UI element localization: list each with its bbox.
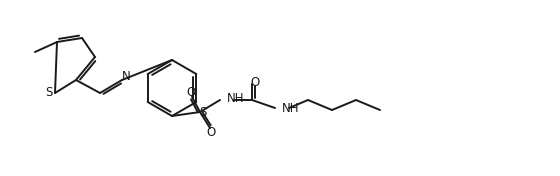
Text: NH: NH	[282, 102, 300, 115]
Text: O: O	[186, 86, 195, 99]
Text: S: S	[199, 105, 207, 118]
Text: S: S	[45, 86, 53, 99]
Text: N: N	[122, 71, 130, 83]
Text: O: O	[207, 125, 216, 139]
Text: O: O	[250, 77, 260, 90]
Text: NH: NH	[227, 93, 245, 105]
